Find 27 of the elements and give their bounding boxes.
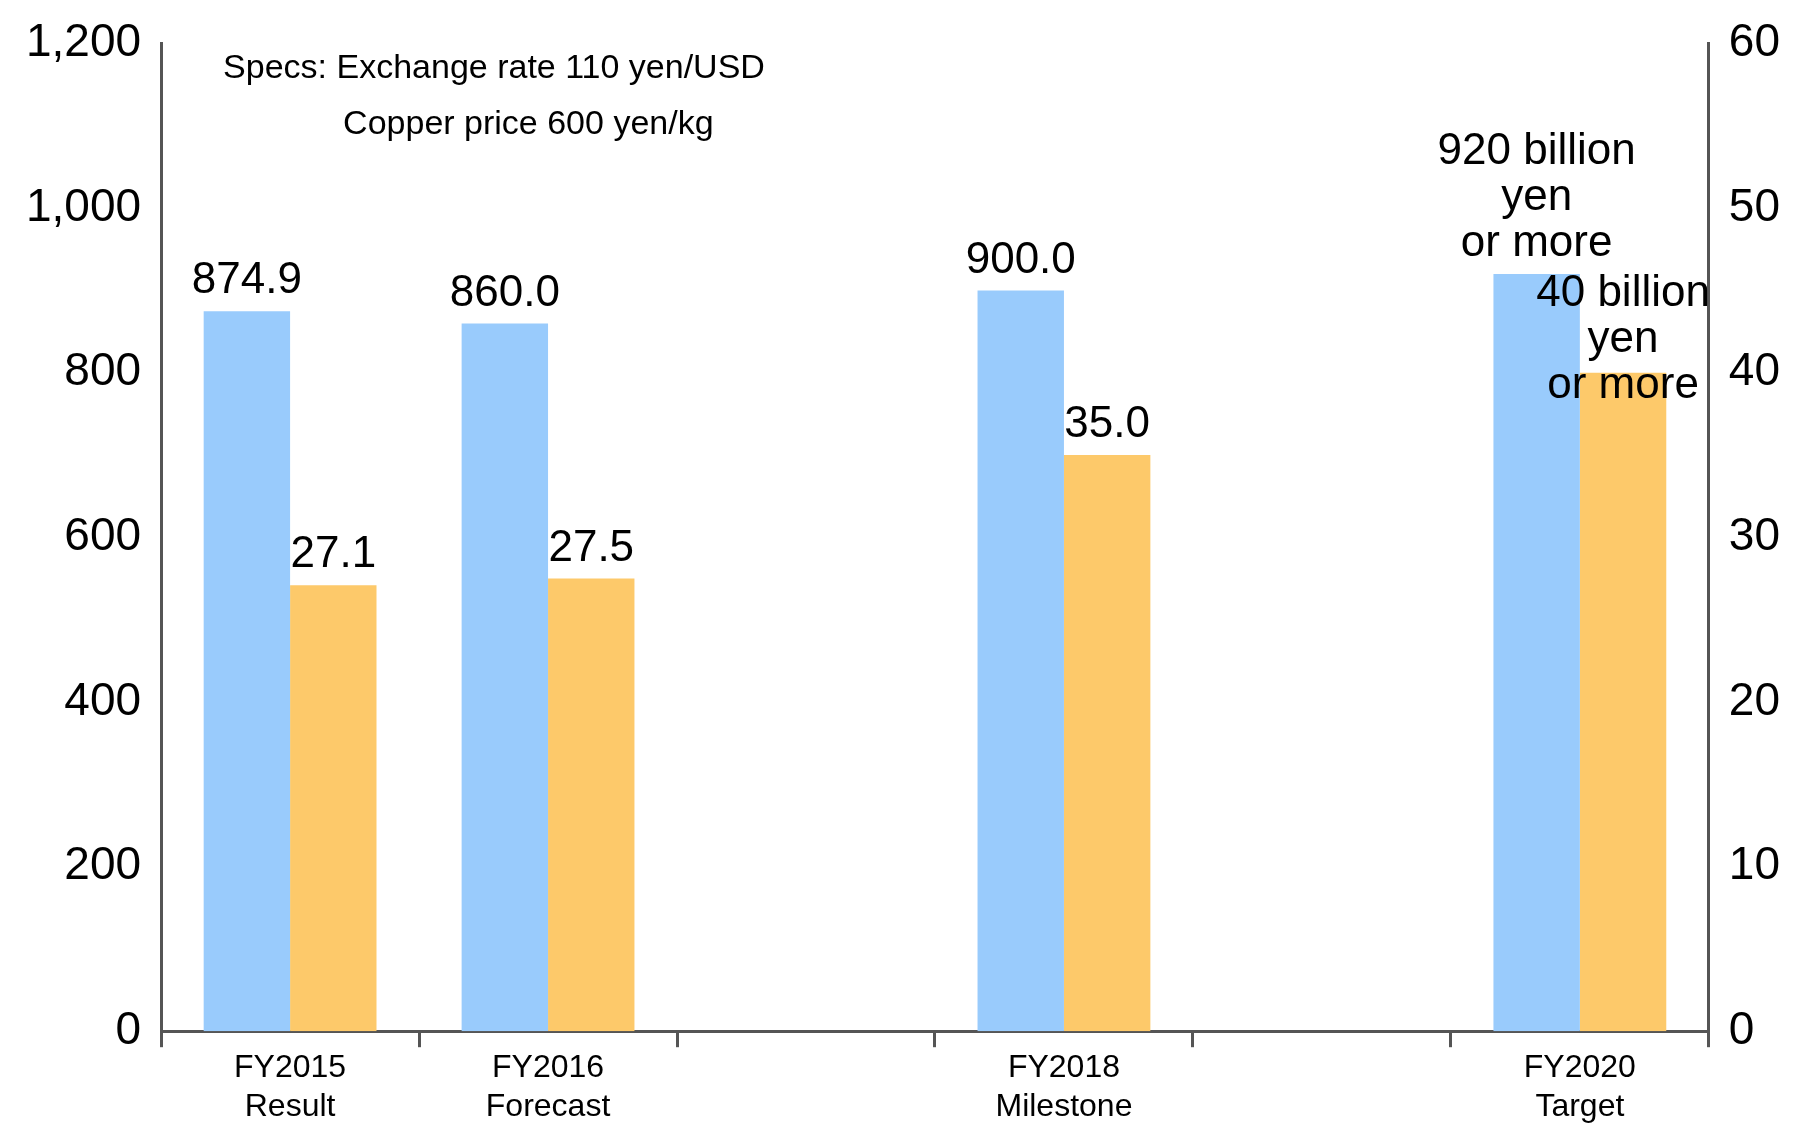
data-label: 35.0 <box>1064 397 1150 447</box>
data-label: 860.0 <box>449 265 560 315</box>
data-label: 874.9 <box>191 253 302 303</box>
annotation: Copper price 600 yen/kg <box>343 102 714 141</box>
y2-tick-label: 40 <box>1728 343 1781 396</box>
y-tick-label: 1,000 <box>25 178 142 231</box>
y2-tick-label: 30 <box>1728 508 1781 561</box>
x-tick-label: FY2020 Target <box>1523 1048 1636 1123</box>
y-tick-label: 0 <box>115 1001 142 1054</box>
x-tick-label: FY2016 Forecast <box>485 1048 611 1123</box>
x-tick-label: FY2018 Milestone <box>995 1048 1133 1123</box>
data-label: 27.1 <box>290 527 377 577</box>
data-label: 900.0 <box>965 232 1076 282</box>
y-tick-label: 1,200 <box>25 14 142 67</box>
data-label: 920 billion yen or more <box>1437 124 1636 266</box>
y2-tick-label: 60 <box>1728 14 1781 67</box>
y-tick-label: 400 <box>64 672 142 725</box>
y2-tick-label: 10 <box>1728 837 1781 890</box>
y-tick-label: 200 <box>64 837 142 890</box>
y2-tick-label: 0 <box>1728 1001 1755 1054</box>
annotation: Specs: Exchange rate 110 yen/USD <box>223 46 765 85</box>
y-tick-label: 800 <box>64 343 142 396</box>
y2-tick-label: 20 <box>1728 672 1781 725</box>
y-tick-label: 600 <box>64 508 142 561</box>
data-label: 27.5 <box>548 520 635 570</box>
x-tick-label: FY2015 Result <box>234 1048 347 1123</box>
y2-tick-label: 50 <box>1728 178 1781 231</box>
